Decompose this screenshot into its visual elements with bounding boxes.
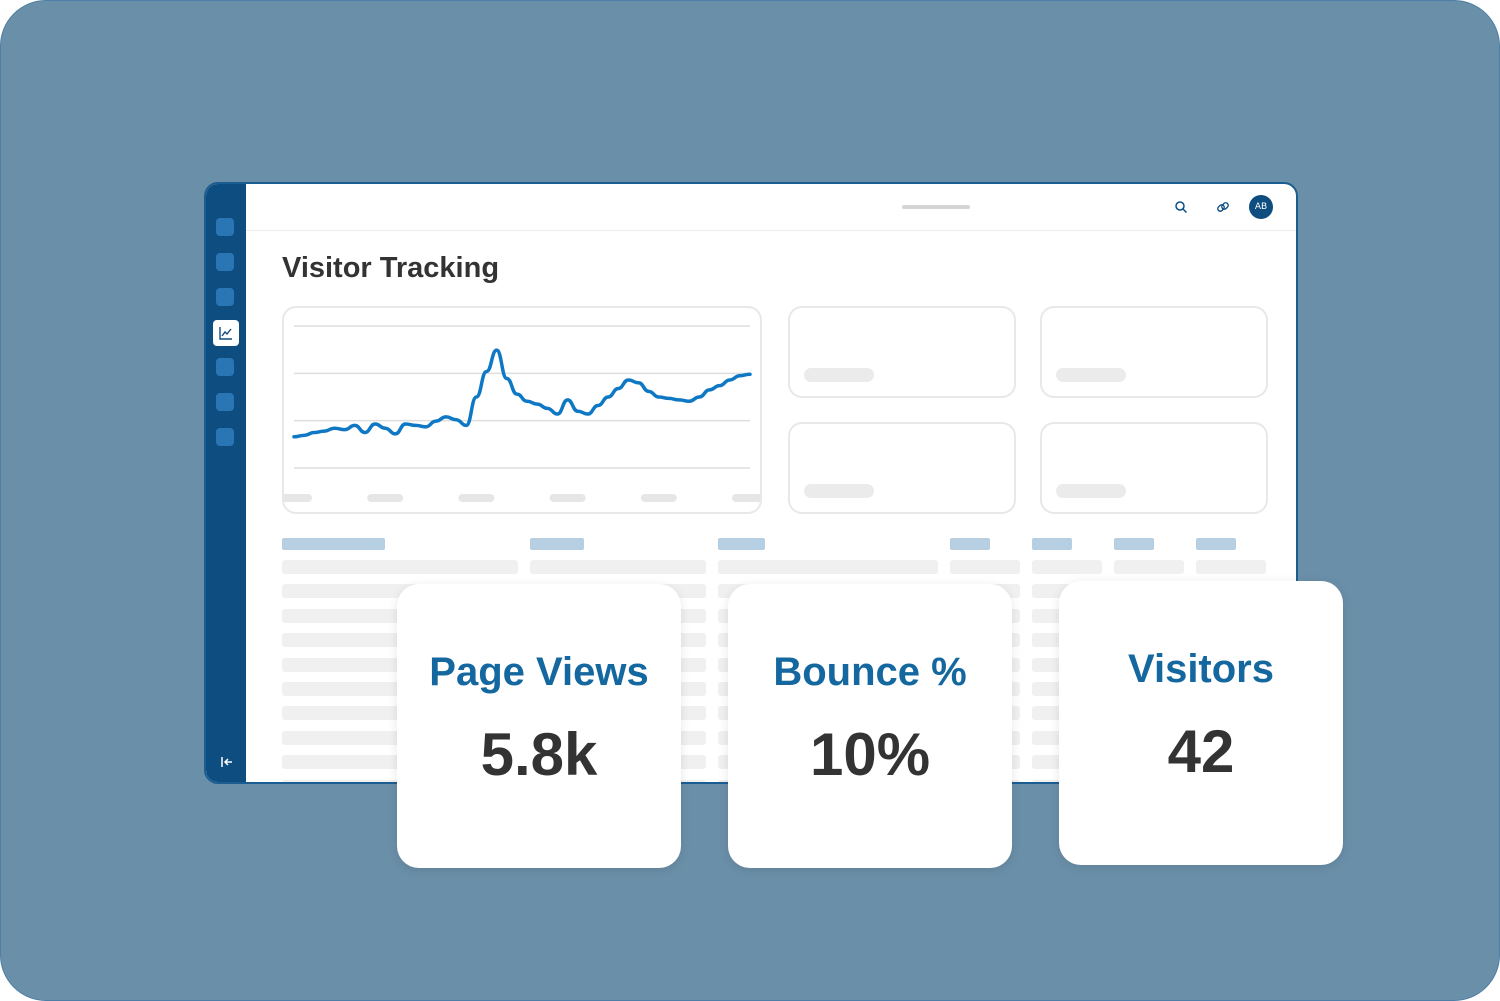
x-tick-label (367, 494, 404, 502)
stat-value: 42 (1167, 718, 1235, 785)
x-tick-label (458, 494, 495, 502)
series-line-visitors (292, 348, 752, 439)
table-cell (718, 560, 938, 574)
x-tick-label (276, 494, 312, 502)
table-cell (1114, 560, 1184, 574)
search-icon[interactable] (1174, 200, 1188, 214)
collapse-left-icon[interactable] (219, 754, 235, 770)
placeholder-bar (1056, 484, 1126, 498)
sidebar-item-4[interactable] (216, 358, 234, 376)
sidebar-item-3[interactable] (216, 288, 234, 306)
stat-label: Page Views (429, 650, 649, 694)
table-header-cell (1032, 538, 1072, 550)
stat-value: 5.8k (480, 721, 598, 788)
sidebar (206, 184, 246, 782)
sidebar-item-6[interactable] (216, 428, 234, 446)
sidebar-item-2[interactable] (216, 253, 234, 271)
table-header-cell (1196, 538, 1236, 550)
avatar[interactable]: AB (1249, 195, 1273, 219)
table-cell (1032, 560, 1102, 574)
table-cell (282, 560, 518, 574)
table-header-cell (1114, 538, 1154, 550)
stat-value: 10% (809, 721, 931, 788)
x-tick-label (640, 494, 677, 502)
table-header-cell (718, 538, 765, 550)
link-icon[interactable] (1216, 200, 1230, 214)
placeholder-bar (804, 368, 874, 382)
x-tick-label (549, 494, 586, 502)
stat-card-page-views: Page Views 5.8k (397, 584, 681, 868)
table-cell (950, 560, 1020, 574)
table-cell (1196, 560, 1266, 574)
line-chart (276, 325, 768, 502)
x-tick-label (732, 494, 768, 502)
stat-card-bounce: Bounce % 10% (728, 584, 1012, 868)
table-header-cell (282, 538, 385, 550)
table-cell (530, 560, 706, 574)
drag-handle[interactable] (902, 205, 970, 209)
stat-label: Visitors (1128, 647, 1274, 691)
metric-card-2 (1040, 306, 1268, 398)
sidebar-item-1[interactable] (216, 218, 234, 236)
stat-card-visitors: Visitors 42 (1059, 581, 1343, 865)
metric-card-4 (1040, 422, 1268, 514)
table-header-cell (950, 538, 990, 550)
metric-card-3 (788, 422, 1016, 514)
page-title: Visitor Tracking (282, 252, 500, 284)
stat-label: Bounce % (773, 650, 967, 694)
chart-card (276, 306, 768, 514)
placeholder-bar (804, 484, 874, 498)
sidebar-item-5[interactable] (216, 393, 234, 411)
metric-card-1 (788, 306, 1016, 398)
line-chart-icon (219, 327, 232, 340)
sidebar-item-analytics[interactable] (213, 320, 239, 346)
table-header-cell (530, 538, 584, 550)
top-bar: AB (246, 184, 1296, 231)
placeholder-bar (1056, 368, 1126, 382)
